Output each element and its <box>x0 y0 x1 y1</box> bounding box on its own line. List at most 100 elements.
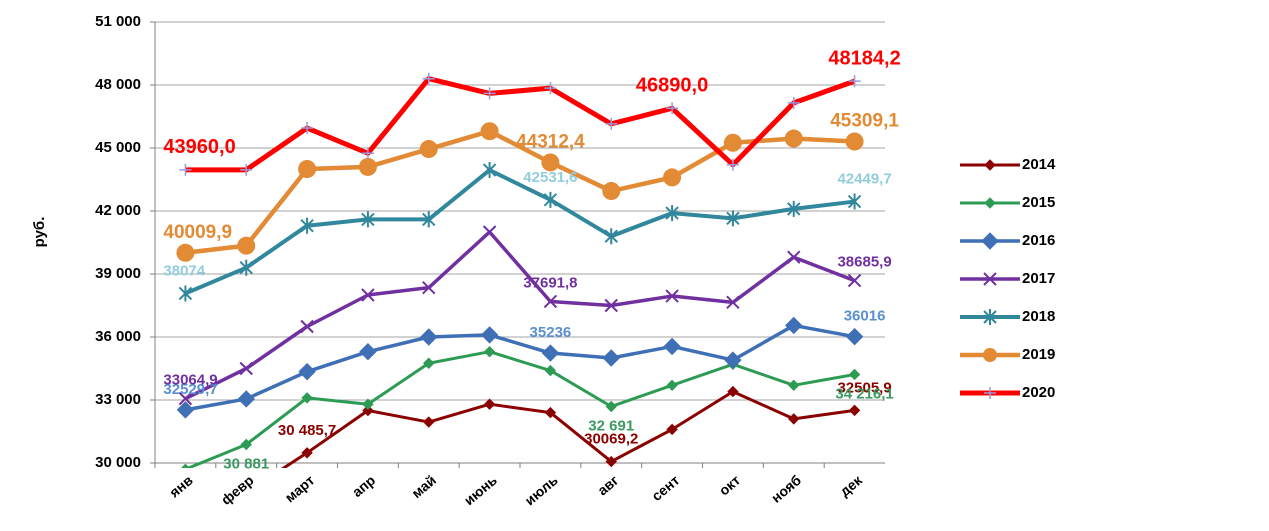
legend-label: 2019 <box>1022 346 1055 363</box>
marker <box>983 272 997 286</box>
series <box>176 122 864 262</box>
data-label: 42449,7 <box>837 171 891 188</box>
marker <box>361 288 375 302</box>
marker <box>239 361 253 376</box>
series <box>181 345 861 468</box>
marker <box>237 236 256 255</box>
marker <box>984 387 996 399</box>
marker <box>180 500 190 510</box>
legend-label: 2017 <box>1022 270 1055 287</box>
marker <box>666 102 679 115</box>
marker <box>298 362 316 381</box>
data-label: 30 881 <box>223 455 269 472</box>
marker <box>984 159 996 171</box>
marker <box>788 413 800 425</box>
marker <box>605 455 617 468</box>
y-tick-label: 36 000 <box>95 328 141 345</box>
marker <box>723 133 742 152</box>
marker <box>785 316 803 335</box>
marker <box>663 337 681 356</box>
marker <box>604 228 618 245</box>
marker <box>483 87 496 100</box>
marker <box>848 404 861 417</box>
marker <box>361 147 374 160</box>
x-tick-label: янв <box>166 472 196 501</box>
marker <box>848 75 861 88</box>
marker <box>480 122 499 141</box>
y-tick-label: 45 000 <box>95 139 141 156</box>
data-label: 45309,1 <box>830 111 899 132</box>
marker <box>240 163 253 176</box>
marker <box>301 122 314 135</box>
marker <box>237 390 255 408</box>
marker <box>358 157 377 176</box>
legend-label: 2014 <box>1022 156 1056 173</box>
marker <box>543 191 558 208</box>
y-tick-label: 33 000 <box>95 391 141 408</box>
marker <box>362 398 374 410</box>
legend-entry: 2019 <box>960 346 1055 363</box>
series-line <box>280 390 855 468</box>
marker <box>727 385 739 398</box>
legend-entry: 2014 <box>960 156 1056 173</box>
series <box>179 72 861 176</box>
marker <box>665 289 679 303</box>
marker <box>422 280 436 295</box>
marker <box>726 158 739 171</box>
marker <box>787 200 801 217</box>
marker <box>423 416 435 428</box>
x-tick-label: март <box>282 472 318 506</box>
data-label: 30069,2 <box>584 431 638 448</box>
x-tick-label: июнь <box>461 472 500 509</box>
data-label: 48184,2 <box>828 47 900 69</box>
marker <box>602 182 621 201</box>
marker <box>176 401 195 419</box>
data-label: 34 216,1 <box>835 385 893 402</box>
data-label: 33064,9 <box>163 372 217 389</box>
marker <box>480 326 499 344</box>
legend-entry: 2018 <box>960 308 1055 325</box>
data-label: 42531,6 <box>523 169 577 186</box>
marker <box>178 391 193 406</box>
marker <box>419 140 438 159</box>
series <box>178 162 862 302</box>
marker <box>784 129 803 148</box>
marker <box>181 463 190 468</box>
series <box>180 385 861 510</box>
data-label: 38685,9 <box>837 254 891 271</box>
y-tick-label: 51 000 <box>95 13 141 30</box>
marker <box>544 406 557 419</box>
data-label: 43960,0 <box>163 136 235 158</box>
marker <box>300 319 314 334</box>
marker <box>663 168 682 187</box>
legend-entry: 2017 <box>960 270 1055 287</box>
marker <box>724 351 742 369</box>
series-line <box>185 128 855 256</box>
marker <box>845 132 864 151</box>
marker <box>239 259 253 276</box>
series <box>178 225 862 406</box>
x-tick-label: сент <box>648 472 682 504</box>
x-tick-label: нояб <box>768 472 804 506</box>
marker <box>605 117 618 130</box>
marker <box>602 349 620 367</box>
legend-entry: 2015 <box>960 194 1055 211</box>
series-line <box>184 168 855 296</box>
data-label: 32 691 <box>588 417 634 434</box>
marker <box>847 273 862 288</box>
marker <box>544 364 557 377</box>
marker <box>981 232 999 250</box>
data-label: 44312,4 <box>516 131 585 152</box>
marker <box>726 295 740 310</box>
marker <box>298 160 317 178</box>
y-tick-label: 42 000 <box>95 202 141 219</box>
marker <box>179 163 192 176</box>
marker <box>666 423 678 436</box>
data-label: 37691,8 <box>523 274 577 291</box>
legend-label: 2018 <box>1022 308 1055 325</box>
marker <box>362 404 374 417</box>
x-tick-label: февр <box>218 472 257 508</box>
x-tick-label: апр <box>349 472 378 500</box>
x-tick-label: дек <box>836 471 865 499</box>
marker <box>483 398 496 410</box>
